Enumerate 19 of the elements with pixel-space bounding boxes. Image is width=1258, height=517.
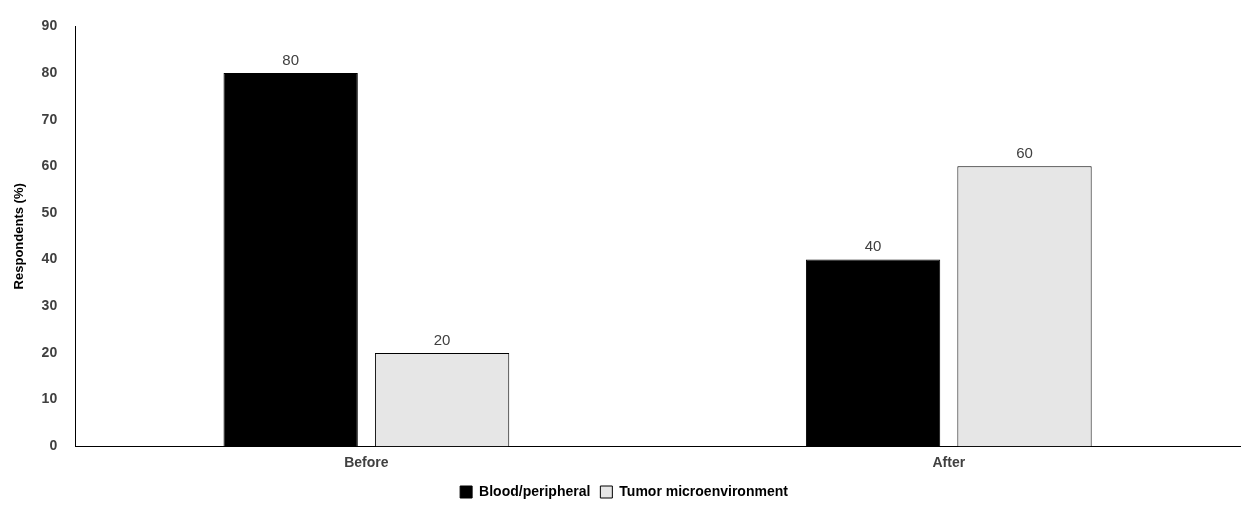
data-label: 60: [1016, 143, 1033, 161]
y-tick-label: 90: [41, 17, 58, 34]
y-tick-label: 40: [41, 250, 58, 267]
legend-label: Tumor microenvironment: [619, 482, 789, 499]
y-tick-label: 10: [41, 390, 58, 407]
y-tick-label: 80: [41, 63, 58, 80]
y-tick-label: 60: [41, 157, 58, 174]
data-label: 20: [433, 330, 451, 348]
y-tick-label: 50: [41, 203, 58, 220]
y-axis-title: Respondents (%): [11, 183, 27, 290]
data-label: 40: [864, 237, 882, 255]
y-tick-label: 30: [41, 297, 58, 314]
x-tick-label: Before: [344, 454, 389, 471]
y-tick-label: 20: [41, 343, 58, 360]
legend-label: Blood/peripheral: [479, 482, 591, 499]
data-label: 80: [282, 50, 300, 68]
y-tick-label: 70: [41, 110, 58, 127]
y-tick-label: 0: [49, 437, 58, 454]
x-tick-label: After: [932, 454, 966, 471]
